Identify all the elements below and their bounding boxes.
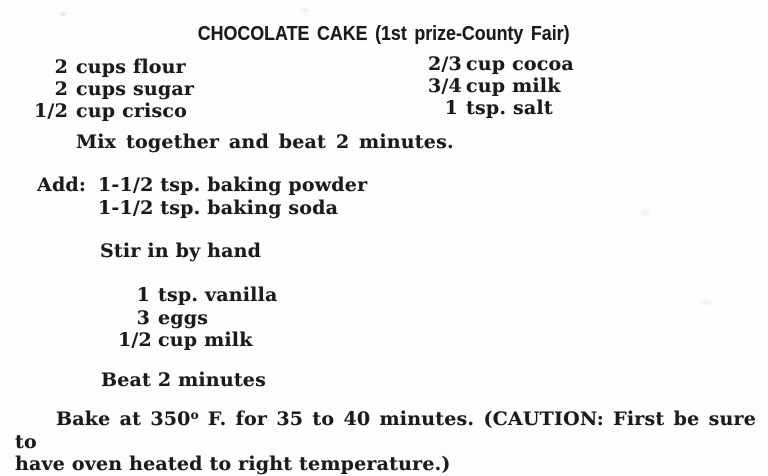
degree-superscript: o [190, 408, 199, 422]
step-mix: Mix together and beat 2 minutes. [76, 131, 454, 153]
bake-text-post: F. for 35 to 40 minutes. (CAUTION: First… [15, 408, 756, 453]
ingredient-name: tsp. vanilla [158, 284, 278, 306]
ingredient-column-left: 2 cups flour 2 cups sugar 1/2 cup crisco [24, 56, 194, 122]
recipe-title-text: CHOCOLATE CAKE (1st prize-County Fair) [198, 22, 570, 45]
step-stir: Stir in by hand [100, 240, 262, 262]
ingredient-name: cups sugar [76, 78, 195, 100]
ingredient-name: cup milk [466, 75, 561, 97]
bake-line-1: Bake at 350o F. for 35 to 40 minutes. (C… [15, 408, 756, 453]
ingredient-qty: 3/4 [428, 75, 462, 97]
ingredient-qty: 1 [136, 284, 150, 306]
ingredient-qty: 1 [444, 97, 458, 119]
step-bake: Bake at 350o F. for 35 to 40 minutes. (C… [15, 408, 756, 476]
ingredient-row: 3 eggs [118, 307, 278, 330]
scan-speckle [300, 8, 309, 13]
ingredient-name: cup cocoa [466, 53, 574, 75]
ingredient-name: cup milk [158, 329, 253, 351]
bake-text-pre: Bake at 350 [56, 408, 191, 430]
ingredient-row: 2/3 cup cocoa [428, 53, 574, 75]
ingredient-row: 1/2 cup crisco [24, 100, 194, 122]
ingredient-qty: 2 [54, 78, 68, 100]
ingredient-row: 2 cups sugar [24, 78, 194, 100]
scan-speckle [60, 12, 67, 16]
recipe-title: CHOCOLATE CAKE (1st prize-County Fair) [0, 23, 768, 45]
stir-ingredient-list: 1 tsp. vanilla 3 eggs 1/2 cup milk [118, 284, 278, 352]
scan-speckle [700, 300, 712, 305]
ingredient-row: 1 tsp. salt [428, 97, 574, 119]
ingredient-name: tsp. salt [466, 97, 553, 119]
add-item: 1-1/2 tsp. baking powder [98, 174, 368, 196]
ingredient-qty: 2/3 [428, 53, 462, 75]
ingredient-name: cup crisco [76, 100, 188, 122]
ingredient-name: cups flour [76, 56, 186, 78]
bake-line-2: have oven heated to right temperature.) [15, 453, 451, 475]
ingredient-name: eggs [158, 306, 209, 329]
ingredient-row: 2 cups flour [24, 56, 194, 78]
ingredient-row: 1 tsp. vanilla [118, 284, 278, 307]
ingredient-column-right: 2/3 cup cocoa 3/4 cup milk 1 tsp. salt [428, 53, 574, 119]
ingredient-row: 3/4 cup milk [428, 75, 574, 97]
ingredient-qty: 3 [136, 306, 150, 329]
step-add-items: 1-1/2 tsp. baking powder 1-1/2 tsp. baki… [98, 174, 367, 220]
scan-speckle [640, 210, 650, 216]
ingredient-qty: 2 [54, 56, 68, 78]
step-beat: Beat 2 minutes [101, 369, 266, 391]
add-item: 1-1/2 tsp. baking soda [98, 197, 339, 219]
ingredient-qty: 1/2 [34, 100, 68, 122]
step-add-label: Add: [37, 174, 87, 196]
ingredient-qty: 1/2 [118, 329, 152, 351]
ingredient-row: 1/2 cup milk [118, 329, 278, 352]
